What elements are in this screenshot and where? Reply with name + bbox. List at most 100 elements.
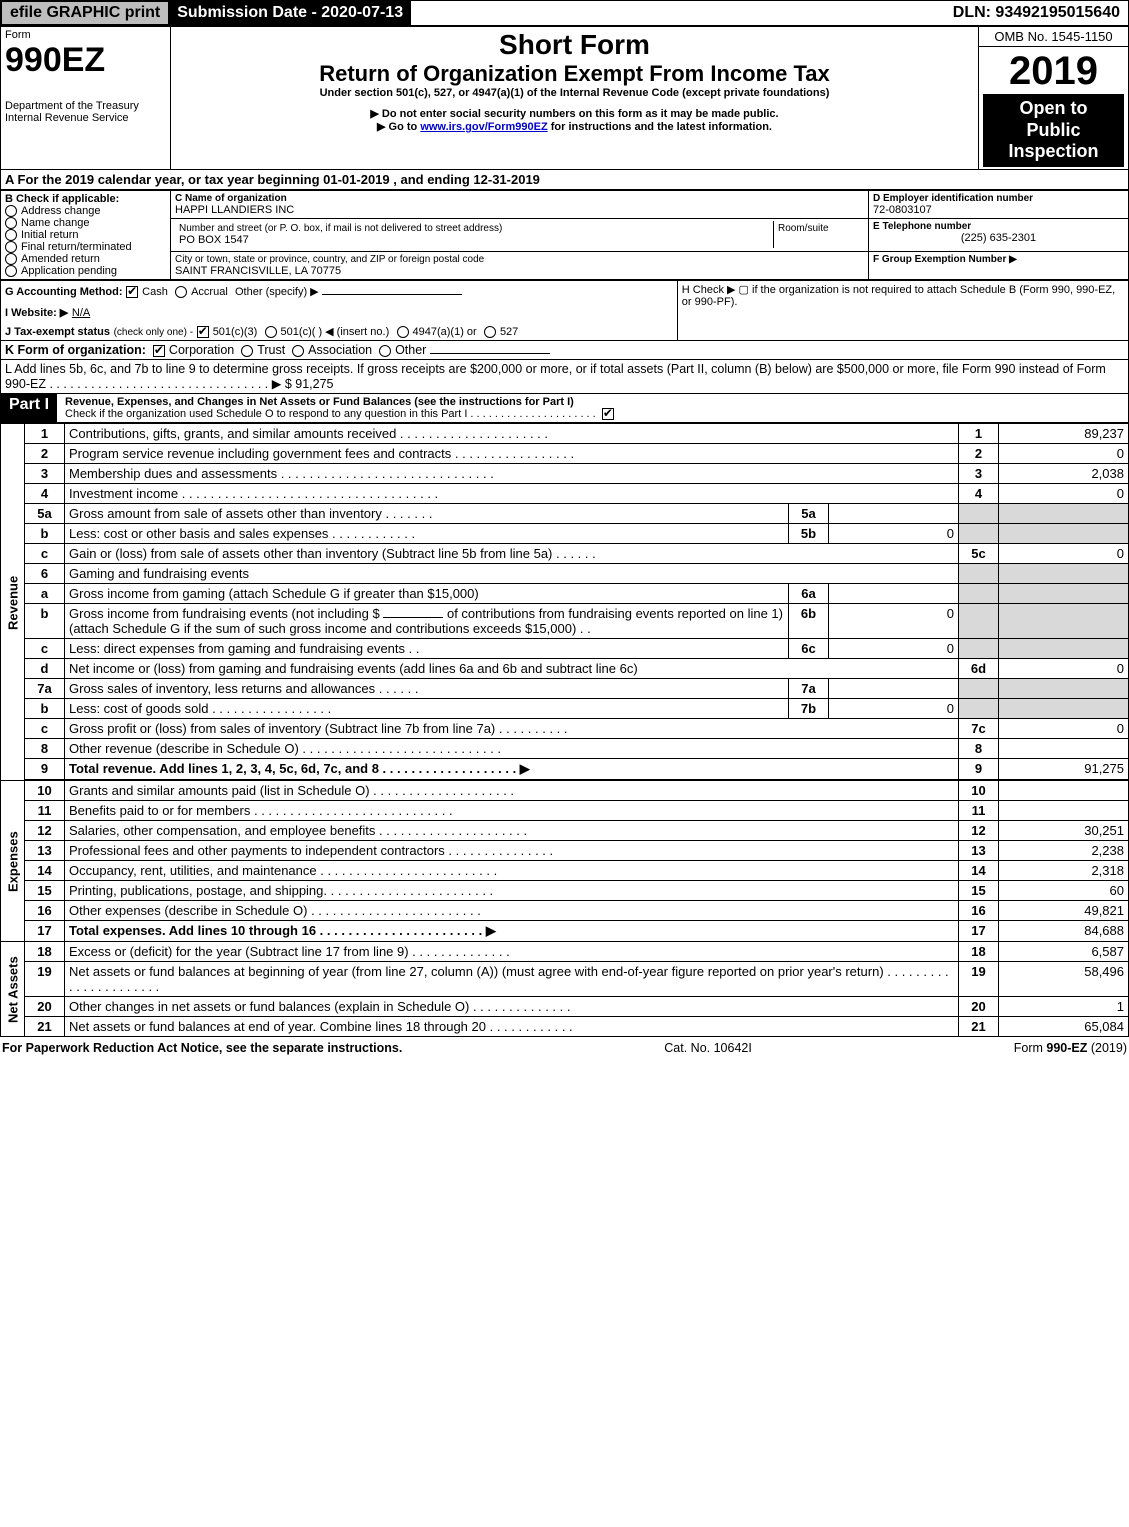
line-7a-box: 7a — [789, 679, 829, 699]
line-18-box: 18 — [959, 942, 999, 962]
part1-tab: Part I — [1, 394, 57, 422]
line-7a-shade1 — [959, 679, 999, 699]
amended-return-label: Amended return — [21, 253, 100, 265]
4947-label: 4947(a)(1) or — [413, 326, 477, 338]
j-label: J Tax-exempt status — [5, 326, 110, 338]
line-15-box: 15 — [959, 881, 999, 901]
line-6c-box: 6c — [789, 639, 829, 659]
corp-checkbox[interactable] — [153, 345, 165, 357]
j-note: (check only one) - — [114, 327, 193, 338]
501c-radio[interactable] — [265, 326, 277, 338]
line-20-box: 20 — [959, 997, 999, 1017]
street-value: PO BOX 1547 — [179, 234, 769, 246]
other-specify-input[interactable] — [322, 294, 462, 295]
line-7a-num: 7a — [25, 679, 65, 699]
k-label: K Form of organization: — [5, 343, 146, 357]
line-12-num: 12 — [25, 821, 65, 841]
line-15-amt: 60 — [999, 881, 1129, 901]
line-1-box: 1 — [959, 424, 999, 444]
line-6-shade1 — [959, 564, 999, 584]
page-footer: For Paperwork Reduction Act Notice, see … — [0, 1037, 1129, 1059]
schedule-o-checkbox[interactable] — [602, 408, 614, 420]
line-k: K Form of organization: Corporation Trus… — [0, 341, 1129, 360]
app-pending-radio[interactable] — [5, 265, 17, 277]
line-1-num: 1 — [25, 424, 65, 444]
footer-mid: Cat. No. 10642I — [664, 1041, 752, 1055]
ein-cell: D Employer identification number 72-0803… — [869, 190, 1129, 218]
501c3-label: 501(c)(3) — [213, 326, 258, 338]
initial-return-label: Initial return — [21, 229, 78, 241]
line-13-box: 13 — [959, 841, 999, 861]
line-16-num: 16 — [25, 901, 65, 921]
section-b-cell: B Check if applicable: Address change Na… — [1, 190, 171, 280]
line-11-desc: Benefits paid to or for members . . . . … — [65, 801, 959, 821]
line-8-num: 8 — [25, 739, 65, 759]
line-7b-box: 7b — [789, 699, 829, 719]
line-5c-box: 5c — [959, 544, 999, 564]
c-label: C Name of organization — [175, 193, 864, 204]
line-4-desc: Investment income . . . . . . . . . . . … — [65, 484, 959, 504]
trust-radio[interactable] — [241, 345, 253, 357]
other-org-radio[interactable] — [379, 345, 391, 357]
addr-change-radio[interactable] — [5, 205, 17, 217]
street-label: Number and street (or P. O. box, if mail… — [179, 223, 769, 234]
accrual-radio[interactable] — [175, 286, 187, 298]
dept-line-2: Internal Revenue Service — [5, 112, 166, 124]
line-6b-shade2 — [999, 604, 1129, 639]
line-4-box: 4 — [959, 484, 999, 504]
open-to-public-box: Open to Public Inspection — [983, 94, 1124, 167]
cash-checkbox[interactable] — [126, 286, 138, 298]
line-7b-shade2 — [999, 699, 1129, 719]
line-6b-blank[interactable] — [383, 617, 443, 618]
line-21-num: 21 — [25, 1017, 65, 1037]
goto-line: ▶ Go to www.irs.gov/Form990EZ for instru… — [175, 120, 974, 133]
line-16-amt: 49,821 — [999, 901, 1129, 921]
line-7a-shade2 — [999, 679, 1129, 699]
final-return-radio[interactable] — [5, 241, 17, 253]
line-11-num: 11 — [25, 801, 65, 821]
assoc-radio[interactable] — [292, 345, 304, 357]
initial-return-radio[interactable] — [5, 229, 17, 241]
line-2-amt: 0 — [999, 444, 1129, 464]
part1-title: Revenue, Expenses, and Changes in Net As… — [65, 396, 1120, 408]
corp-label: Corporation — [169, 343, 234, 357]
line-18-desc: Excess or (deficit) for the year (Subtra… — [65, 942, 959, 962]
line-16-box: 16 — [959, 901, 999, 921]
line-6c-shade1 — [959, 639, 999, 659]
name-change-radio[interactable] — [5, 217, 17, 229]
line-2-box: 2 — [959, 444, 999, 464]
irs-link[interactable]: www.irs.gov/Form990EZ — [420, 121, 547, 133]
4947-radio[interactable] — [397, 326, 409, 338]
h-cell: H Check ▶ ▢ if the organization is not r… — [677, 281, 1128, 341]
revenue-section-label: Revenue — [1, 424, 25, 781]
527-radio[interactable] — [484, 326, 496, 338]
line-19-num: 19 — [25, 962, 65, 997]
b-title: B Check if applicable: — [5, 193, 166, 205]
netassets-section-label: Net Assets — [1, 942, 25, 1037]
g-cell: G Accounting Method: Cash Accrual Other … — [1, 281, 678, 341]
dept-line-1: Department of the Treasury — [5, 100, 166, 112]
phone-cell: E Telephone number (225) 635-2301 — [869, 219, 1129, 252]
line-17-amt: 84,688 — [999, 921, 1129, 942]
line-20-num: 20 — [25, 997, 65, 1017]
line-3-num: 3 — [25, 464, 65, 484]
line-6c-num: c — [25, 639, 65, 659]
line-3-amt: 2,038 — [999, 464, 1129, 484]
line-18-num: 18 — [25, 942, 65, 962]
line-8-amt — [999, 739, 1129, 759]
line-7a-amt — [829, 679, 959, 699]
org-name-cell: C Name of organization HAPPI LLANDIERS I… — [171, 190, 869, 218]
amended-return-radio[interactable] — [5, 253, 17, 265]
501c3-checkbox[interactable] — [197, 326, 209, 338]
line-5a-shade1 — [959, 504, 999, 524]
line-12-desc: Salaries, other compensation, and employ… — [65, 821, 959, 841]
title-cell: Short Form Return of Organization Exempt… — [171, 27, 979, 170]
line-1-desc: Contributions, gifts, grants, and simila… — [65, 424, 959, 444]
efile-print-button[interactable]: efile GRAPHIC print — [1, 1, 169, 25]
line-6a-shade2 — [999, 584, 1129, 604]
line-6b-num: b — [25, 604, 65, 639]
other-org-input[interactable] — [430, 353, 550, 354]
d-label: D Employer identification number — [873, 193, 1124, 204]
part1-table: Revenue 1Contributions, gifts, grants, a… — [0, 423, 1129, 1037]
line-10-box: 10 — [959, 781, 999, 801]
